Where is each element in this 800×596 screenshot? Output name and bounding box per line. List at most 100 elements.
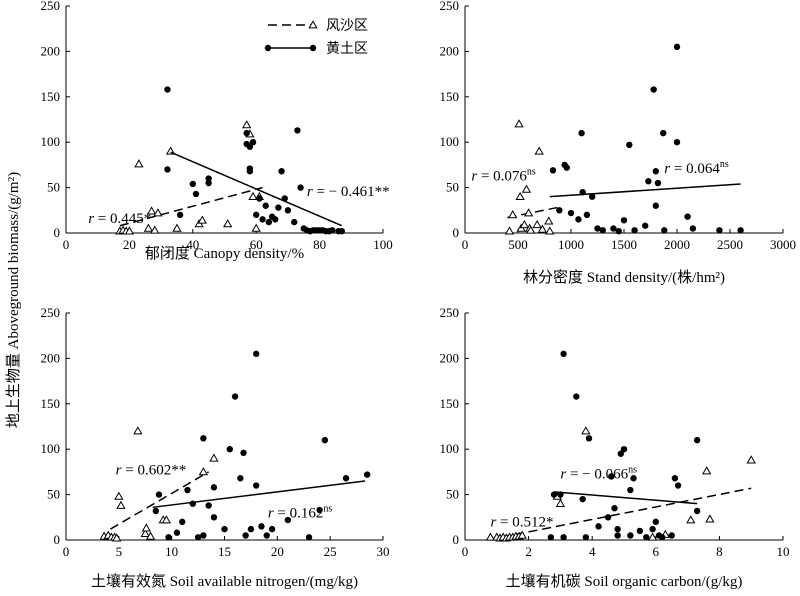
data-point bbox=[152, 507, 160, 515]
data-point bbox=[661, 227, 668, 234]
data-point bbox=[173, 529, 181, 536]
data-point bbox=[686, 515, 696, 524]
correlation-label: r = 0.512* bbox=[490, 514, 553, 530]
data-point bbox=[200, 435, 207, 442]
data-point bbox=[556, 207, 563, 214]
x-tick-label: 0 bbox=[462, 544, 469, 559]
y-tick-label: 250 bbox=[41, 305, 61, 320]
x-tick-label: 20 bbox=[123, 237, 136, 252]
data-point bbox=[210, 514, 218, 521]
data-point bbox=[594, 225, 601, 232]
data-point bbox=[645, 178, 652, 185]
shared-y-axis-label: 地上生物量 Aboveground biomass/(g/m²) bbox=[5, 172, 22, 428]
data-point bbox=[253, 350, 260, 358]
data-point bbox=[192, 190, 200, 198]
data-point bbox=[578, 129, 585, 137]
data-point bbox=[143, 223, 154, 232]
data-point bbox=[221, 525, 228, 533]
data-point bbox=[268, 525, 276, 533]
data-point bbox=[164, 86, 171, 93]
x-tick-label: 30 bbox=[377, 544, 390, 559]
x-tick-label: 40 bbox=[186, 237, 199, 252]
data-point bbox=[610, 225, 617, 232]
data-point bbox=[630, 475, 637, 482]
y-tick-label: 150 bbox=[440, 396, 460, 411]
y-tick-label: 250 bbox=[440, 0, 460, 13]
legend-label: 风沙区 bbox=[326, 18, 368, 34]
data-point bbox=[660, 129, 667, 137]
y-tick-label: 50 bbox=[446, 487, 459, 502]
data-point bbox=[652, 202, 659, 209]
legend-entry: 风沙区 bbox=[268, 18, 368, 34]
data-point bbox=[184, 486, 191, 494]
y-tick-label: 200 bbox=[440, 350, 460, 365]
series-sandy: r = 0.076ns bbox=[471, 119, 558, 235]
data-point bbox=[652, 518, 659, 526]
series-loess: r = 0.064ns bbox=[549, 43, 744, 235]
y-tick-label: 150 bbox=[41, 89, 61, 104]
data-point bbox=[240, 449, 247, 457]
data-point bbox=[161, 515, 172, 524]
correlation-label: r = 0.162ns bbox=[268, 503, 333, 521]
data-point bbox=[249, 139, 257, 146]
x-tick-label: 100 bbox=[373, 237, 393, 252]
data-point bbox=[652, 168, 659, 175]
data-point bbox=[155, 491, 163, 498]
y-tick-label: 250 bbox=[41, 0, 61, 13]
data-point bbox=[673, 139, 681, 146]
data-point bbox=[205, 502, 212, 509]
data-point bbox=[209, 453, 219, 462]
data-point bbox=[247, 525, 255, 533]
data-point bbox=[265, 218, 273, 226]
panel-3: 0 50 100 150 200 250 0 5 10 15 20 25 30 土壤有效氮 Soil av… bbox=[41, 305, 390, 590]
data-point bbox=[140, 528, 150, 537]
data-point bbox=[243, 129, 250, 137]
y-tick-label: 100 bbox=[41, 441, 61, 456]
data-point bbox=[537, 224, 548, 233]
data-point bbox=[134, 159, 144, 168]
data-point bbox=[627, 486, 634, 494]
data-point bbox=[338, 227, 345, 235]
data-point bbox=[515, 191, 525, 201]
x-axis-label: 土壤有效氮 Soil available nitrogen/(mg/kg) bbox=[91, 572, 358, 590]
legend-marker bbox=[264, 44, 272, 52]
data-point bbox=[114, 491, 124, 500]
data-point bbox=[514, 119, 524, 128]
data-point bbox=[737, 227, 744, 234]
fit-line bbox=[553, 491, 698, 505]
data-point bbox=[172, 223, 182, 232]
data-point bbox=[560, 534, 567, 541]
data-point bbox=[176, 211, 184, 219]
data-point bbox=[649, 525, 656, 533]
data-point bbox=[200, 532, 207, 539]
data-point bbox=[519, 220, 530, 229]
data-point bbox=[581, 426, 591, 435]
x-tick-label: 0 bbox=[462, 237, 469, 252]
data-point bbox=[582, 534, 590, 541]
data-point bbox=[614, 525, 621, 533]
x-tick-label: 80 bbox=[313, 237, 326, 252]
data-point bbox=[278, 168, 285, 175]
data-point bbox=[579, 495, 586, 503]
data-point bbox=[668, 532, 675, 539]
x-tick-label: 10 bbox=[165, 544, 178, 559]
data-point bbox=[342, 475, 350, 482]
y-tick-label: 50 bbox=[47, 487, 60, 502]
correlation-label: r = 0.602** bbox=[116, 463, 187, 479]
data-point bbox=[549, 167, 557, 174]
series-loess: r = 0.162ns bbox=[152, 350, 371, 541]
x-axis-label: 郁闭度 Canopy density/% bbox=[145, 245, 304, 262]
data-point bbox=[145, 531, 156, 540]
data-point bbox=[205, 179, 212, 187]
data-point bbox=[611, 505, 618, 512]
data-point bbox=[626, 141, 633, 149]
data-point bbox=[242, 532, 249, 539]
series-loess: r = − 0.066ns bbox=[547, 350, 701, 541]
data-point bbox=[256, 195, 263, 202]
data-point bbox=[631, 227, 638, 234]
data-point bbox=[608, 473, 615, 480]
data-point bbox=[253, 482, 260, 489]
data-point bbox=[291, 218, 298, 226]
data-point bbox=[198, 467, 209, 476]
